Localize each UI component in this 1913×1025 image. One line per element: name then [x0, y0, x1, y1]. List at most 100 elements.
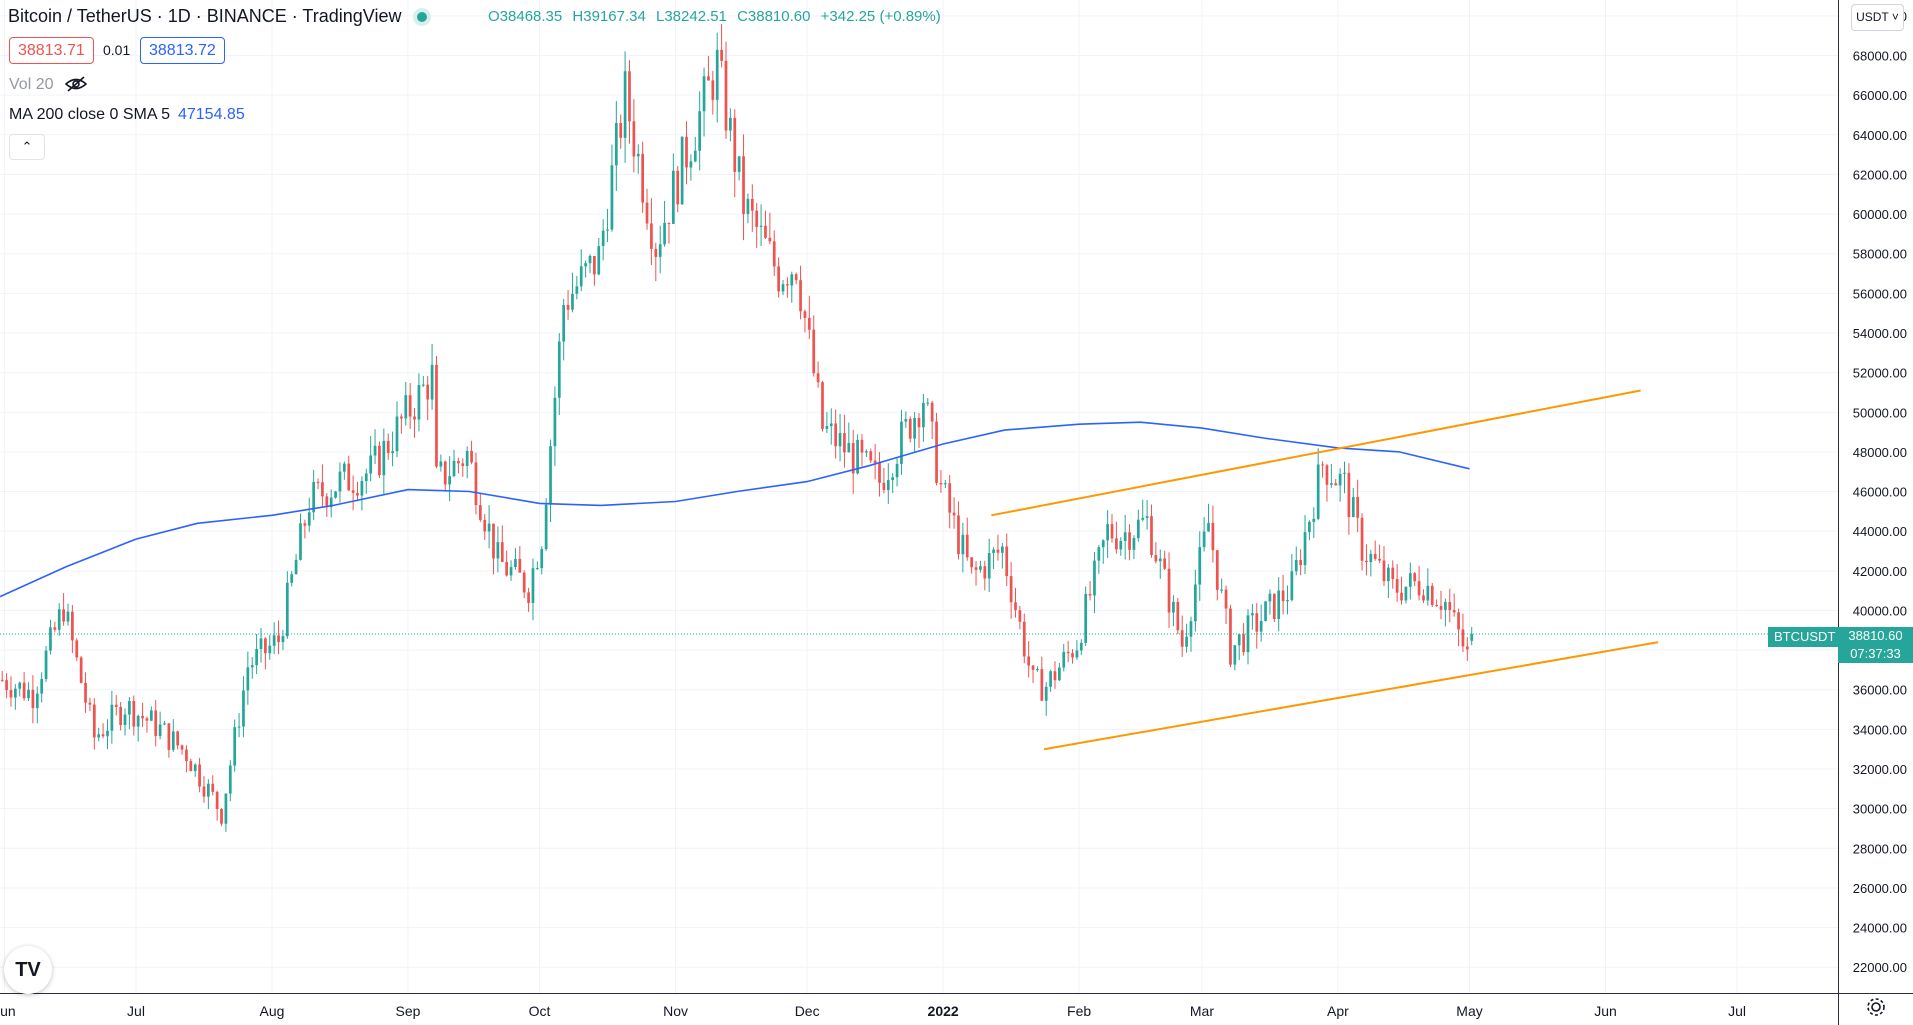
candle-body: [816, 373, 820, 383]
candle-up: [35, 686, 39, 724]
candle-up: [163, 720, 166, 726]
candle-down: [321, 464, 324, 508]
candle-body: [531, 568, 535, 603]
price-tick-label: 48000.00: [1853, 445, 1907, 460]
candle-body: [939, 483, 943, 485]
candle-down: [176, 730, 180, 750]
candle-body: [632, 121, 636, 157]
candle-body: [667, 222, 671, 224]
candle-body: [1277, 590, 1281, 620]
candle-body: [1128, 532, 1131, 550]
candle-body: [943, 483, 947, 485]
candle-body: [53, 627, 57, 630]
sell-price-button[interactable]: 38813.71: [9, 37, 94, 64]
candle-body: [457, 460, 460, 464]
candle-up: [693, 136, 697, 163]
candle-body: [189, 761, 193, 772]
candle-down: [75, 638, 79, 662]
candle-body: [461, 463, 465, 466]
candle-body: [961, 534, 965, 555]
candle-down: [264, 637, 267, 670]
candle-down: [654, 242, 658, 282]
candle-body: [895, 463, 899, 478]
candle-body: [1211, 522, 1215, 551]
candle-down: [742, 134, 745, 241]
candle-down: [167, 723, 171, 758]
candle-body: [540, 549, 544, 569]
candle-down: [707, 55, 710, 81]
candle-down: [22, 672, 26, 701]
tradingview-logo-icon[interactable]: TV: [4, 946, 52, 994]
time-tick-label: Feb: [1067, 1003, 1091, 1019]
volume-indicator-label[interactable]: Vol 20: [9, 76, 54, 93]
symbol-title[interactable]: Bitcoin / TetherUS · 1D · BINANCE · Trad…: [8, 6, 445, 27]
candle-body: [1452, 610, 1456, 613]
candle-down: [1448, 588, 1452, 623]
candle-down: [79, 656, 83, 684]
candle-up: [1387, 564, 1390, 598]
candle-body: [71, 611, 74, 641]
candle-up: [430, 343, 434, 410]
candle-down: [1457, 608, 1460, 647]
price-tick-label: 66000.00: [1853, 88, 1907, 103]
candle-body: [720, 49, 723, 61]
candle-up: [382, 428, 386, 496]
candle-body: [544, 504, 548, 550]
candle-up: [242, 676, 245, 738]
candle-body: [426, 384, 430, 400]
candle-body: [285, 582, 289, 637]
candle-body: [724, 60, 728, 131]
collapse-legend-button[interactable]: ⌃: [9, 134, 45, 160]
candle-down: [198, 757, 201, 793]
ma-indicator-legend[interactable]: MA 200 close 0 SMA 5 47154.85: [9, 106, 245, 124]
candle-body: [1378, 558, 1381, 561]
candle-down: [720, 23, 723, 68]
time-tick-label: Aug: [260, 1003, 285, 1019]
candle-body: [579, 266, 583, 287]
candle-up: [27, 682, 30, 702]
currency-unit-dropdown[interactable]: USDT ˅: [1851, 4, 1904, 31]
candle-body: [1224, 589, 1228, 609]
candle-body: [571, 293, 574, 310]
candle-body: [965, 534, 969, 558]
buy-price-button[interactable]: 38813.72: [140, 37, 225, 64]
candle-body: [198, 764, 201, 787]
grid-lines: [0, 0, 1838, 993]
candle-up: [746, 193, 750, 224]
candle-up: [1369, 549, 1373, 577]
candle-up: [1202, 517, 1206, 552]
candle-body: [1417, 581, 1421, 596]
candle-down: [211, 775, 215, 796]
candle-down: [952, 497, 956, 529]
candle-up: [715, 32, 719, 123]
candle-up: [1220, 578, 1224, 594]
hidden-eye-icon[interactable]: [65, 75, 87, 93]
candle-down: [347, 455, 351, 491]
candle-body: [979, 566, 982, 570]
last-price-label: 38810.60 07:37:33: [1838, 627, 1913, 663]
candle-body: [356, 492, 359, 496]
candle-down: [641, 141, 645, 213]
candle-body: [536, 568, 539, 570]
candle-down: [189, 758, 193, 772]
candle-down: [145, 716, 149, 733]
candle-body: [575, 286, 579, 294]
candle-up: [1145, 500, 1149, 530]
candle-body: [163, 723, 166, 725]
candle-up: [1062, 643, 1066, 672]
gear-icon[interactable]: [1865, 996, 1887, 1018]
ohlc-low: L38242.51: [655, 8, 727, 25]
candle-down: [527, 587, 530, 612]
candle-down: [1242, 623, 1245, 656]
candle-down: [1053, 661, 1057, 689]
candle-body: [1430, 585, 1434, 605]
candle-body: [1189, 621, 1193, 637]
candle-down: [768, 212, 772, 245]
chevron-down-icon: ˅: [1891, 10, 1899, 24]
candle-body: [44, 650, 48, 680]
candle-body: [799, 280, 802, 312]
candle-down: [483, 513, 487, 540]
candle-body: [996, 549, 1000, 553]
candle-body: [522, 572, 526, 593]
